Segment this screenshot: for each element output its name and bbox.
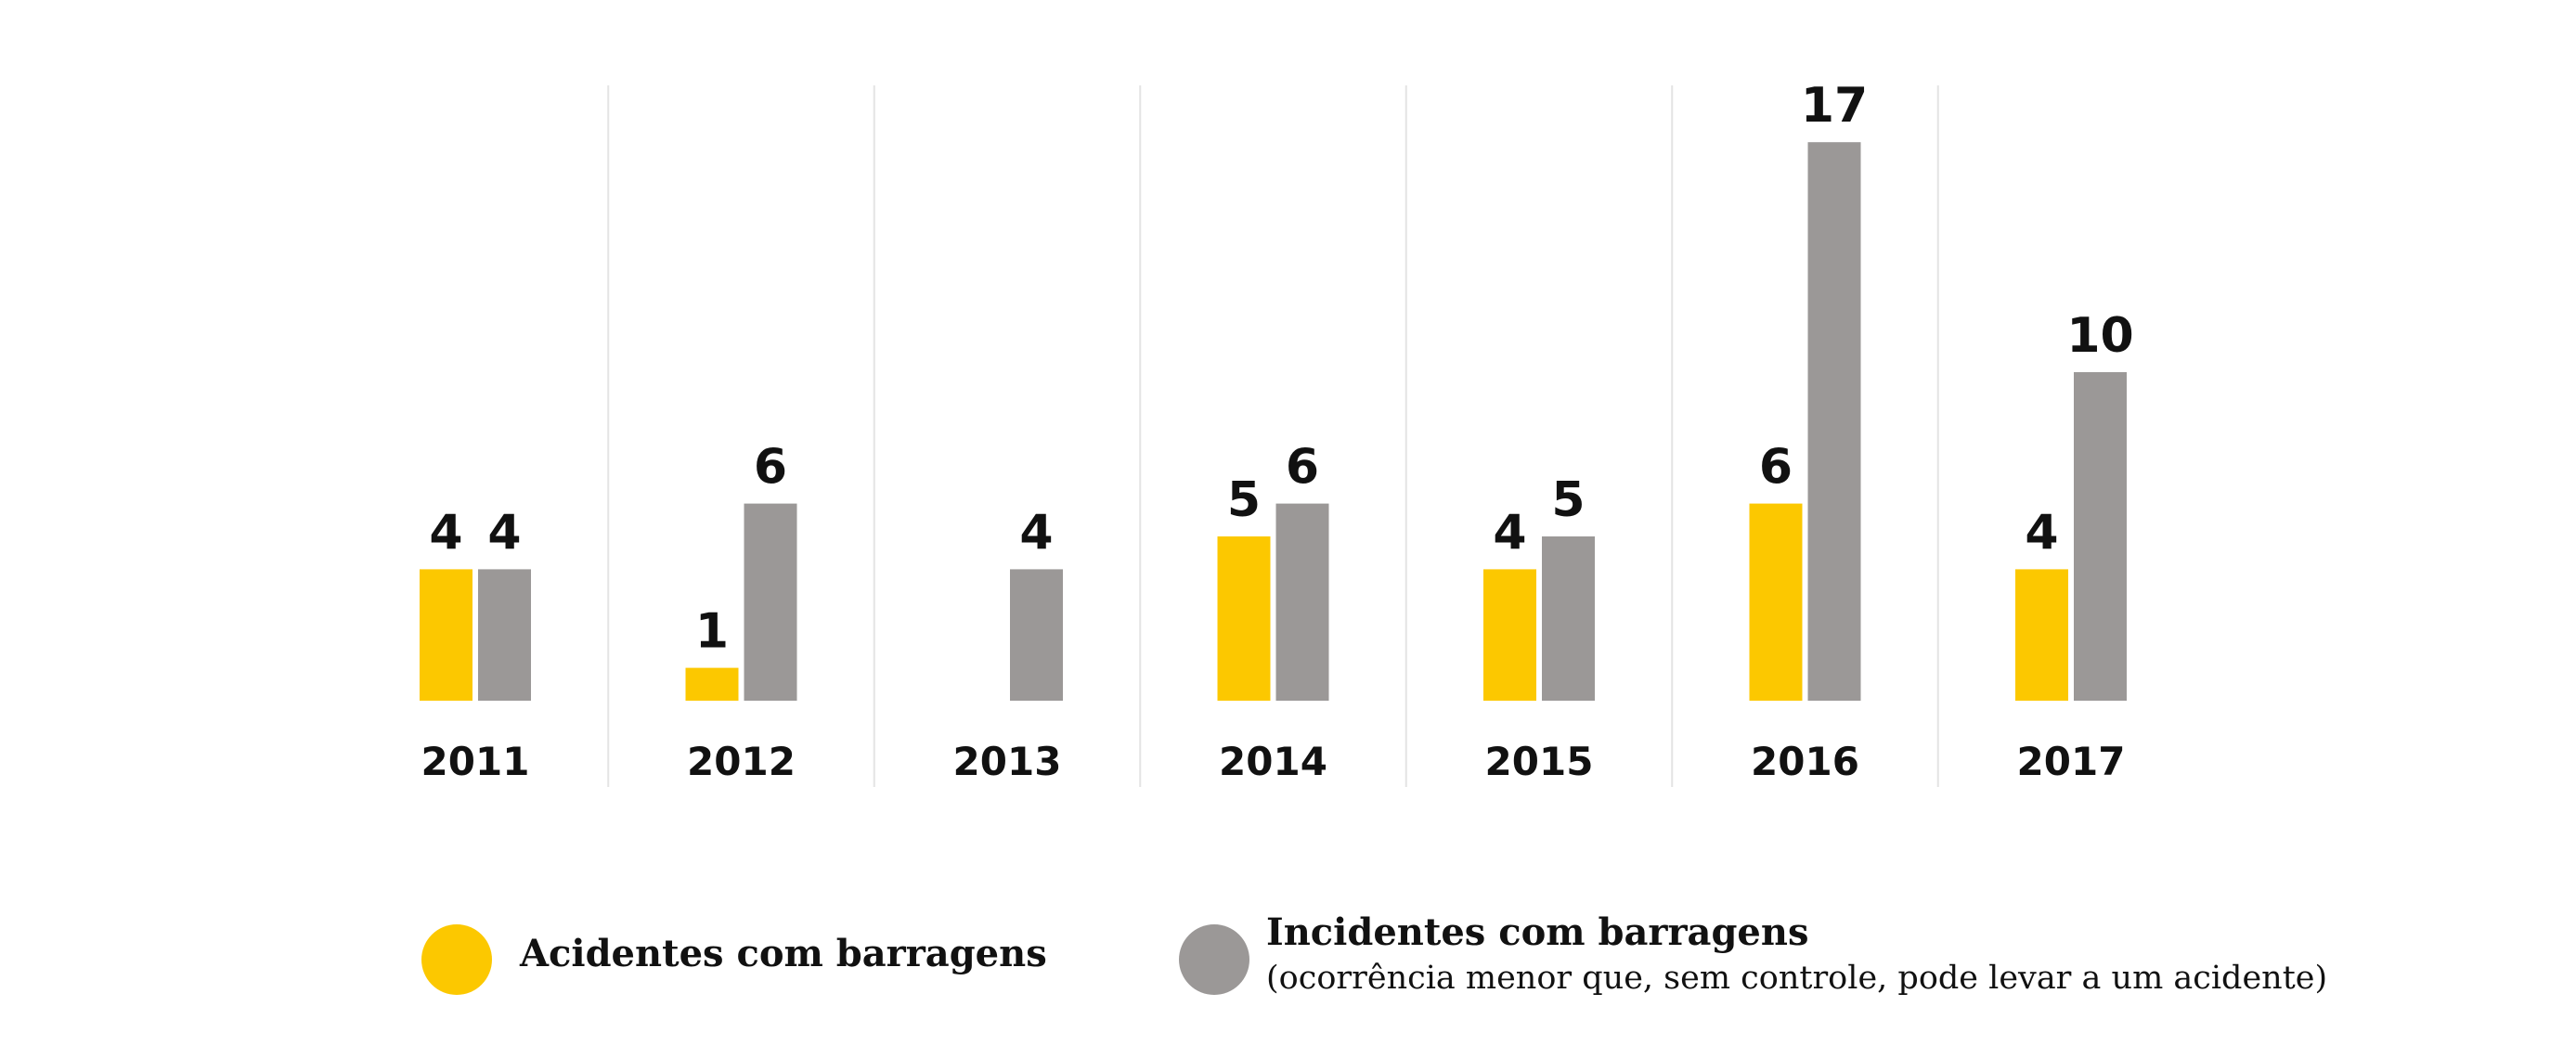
x-axis-ticks: 2011 2012 2013 2014 2015 2016 2017 bbox=[421, 739, 2126, 784]
x-tick-label-2011: 2011 bbox=[421, 739, 530, 784]
x-tick-label-2016: 2016 bbox=[1751, 739, 1859, 784]
bar-acidentes-2014 bbox=[1217, 536, 1271, 701]
x-tick-label-2013: 2013 bbox=[953, 739, 1062, 784]
grid-layer bbox=[607, 85, 1939, 787]
data-label-incidentes-2015: 5 bbox=[1551, 472, 1585, 528]
bars-layer bbox=[420, 142, 2127, 701]
data-label-incidentes-2012: 6 bbox=[754, 440, 787, 496]
bar-acidentes-2011 bbox=[420, 569, 472, 701]
data-label-incidentes-2016: 17 bbox=[1801, 78, 1868, 134]
bar-incidentes-2014 bbox=[1275, 503, 1329, 701]
legend-sublabel-incidentes: (ocorrência menor que, sem controle, pod… bbox=[1266, 960, 2327, 997]
data-label-acidentes-2012: 1 bbox=[695, 604, 729, 660]
data-label-acidentes-2014: 5 bbox=[1227, 472, 1261, 528]
data-label-acidentes-2016: 6 bbox=[1759, 440, 1793, 496]
bar-acidentes-2017 bbox=[2015, 569, 2068, 701]
data-label-incidentes-2014: 6 bbox=[1286, 440, 1319, 496]
data-label-incidentes-2017: 10 bbox=[2066, 308, 2133, 364]
legend-swatch-incidentes bbox=[1179, 924, 1249, 995]
data-label-incidentes-2013: 4 bbox=[1019, 505, 1053, 561]
x-tick-label-2015: 2015 bbox=[1485, 739, 1594, 784]
bar-incidentes-2012 bbox=[744, 503, 797, 701]
data-label-acidentes-2011: 4 bbox=[429, 505, 462, 561]
data-label-acidentes-2015: 4 bbox=[1493, 505, 1526, 561]
legend-swatch-acidentes bbox=[421, 924, 492, 995]
bar-acidentes-2012 bbox=[685, 667, 739, 701]
data-label-acidentes-2017: 4 bbox=[2025, 505, 2058, 561]
data-label-incidentes-2011: 4 bbox=[487, 505, 521, 561]
legend-item-incidentes: Incidentes com barragens (ocorrência men… bbox=[1179, 910, 2327, 997]
bar-acidentes-2016 bbox=[1749, 503, 1803, 701]
legend: Acidentes com barragens Incidentes com b… bbox=[421, 910, 2327, 997]
bar-acidentes-2015 bbox=[1483, 569, 1536, 701]
legend-item-acidentes: Acidentes com barragens bbox=[421, 924, 1047, 995]
legend-label-acidentes: Acidentes com barragens bbox=[519, 932, 1047, 975]
bar-incidentes-2013 bbox=[1010, 569, 1063, 701]
legend-label-incidentes: Incidentes com barragens bbox=[1266, 910, 1808, 954]
bar-incidentes-2011 bbox=[478, 569, 531, 701]
bar-incidentes-2017 bbox=[2074, 372, 2127, 701]
x-tick-label-2017: 2017 bbox=[2017, 739, 2126, 784]
bar-incidentes-2016 bbox=[1807, 142, 1861, 701]
bar-incidentes-2015 bbox=[1542, 536, 1595, 701]
x-tick-label-2014: 2014 bbox=[1219, 739, 1327, 784]
x-tick-label-2012: 2012 bbox=[687, 739, 796, 784]
